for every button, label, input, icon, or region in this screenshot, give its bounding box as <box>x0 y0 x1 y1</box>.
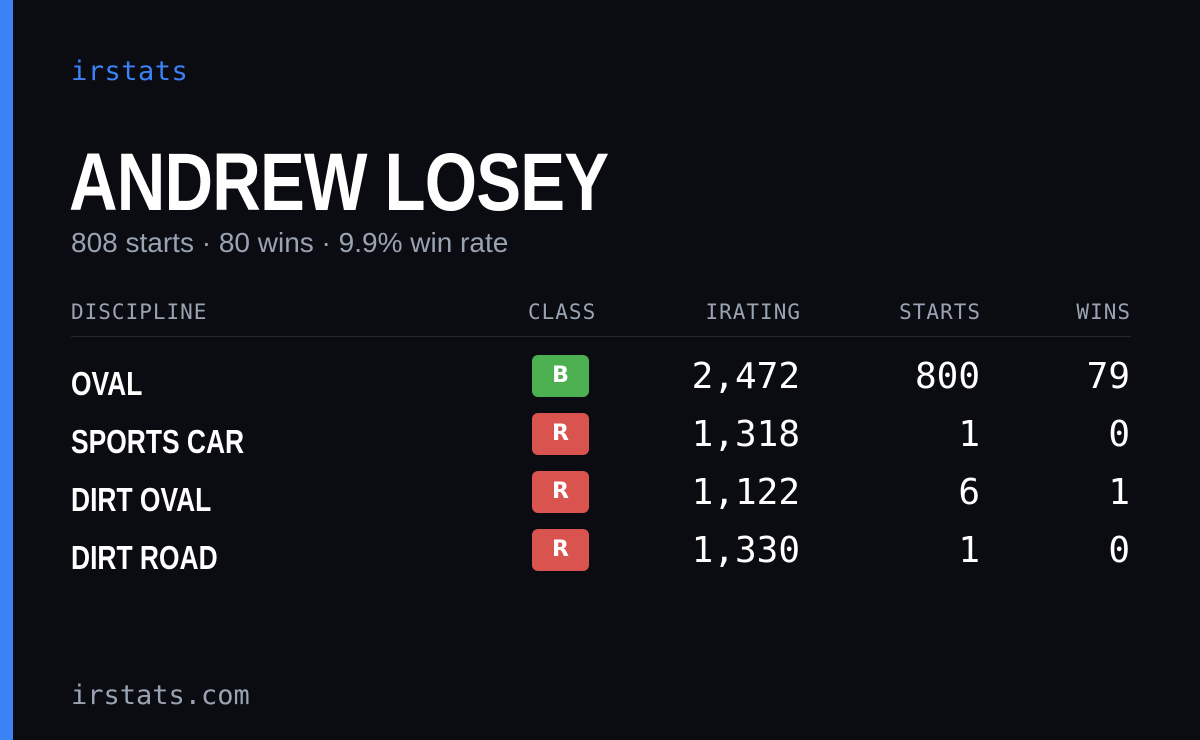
class-badge: R <box>532 471 589 513</box>
wins-value: 1 <box>1108 472 1130 513</box>
table-row: SPORTS CAR R 1,318 1 0 <box>71 411 1131 469</box>
irating-value: 2,472 <box>691 356 800 397</box>
irating-value: 1,122 <box>691 472 800 513</box>
starts-value: 6 <box>958 472 980 513</box>
header-class: CLASS <box>528 300 597 324</box>
class-badge: R <box>532 413 589 455</box>
header-irating: IRATING <box>705 300 801 324</box>
discipline-name: OVAL <box>71 365 143 402</box>
discipline-name: SPORTS CAR <box>71 423 245 460</box>
player-summary: 808 starts · 80 wins · 9.9% win rate <box>71 227 509 258</box>
discipline-name: DIRT ROAD <box>71 539 218 576</box>
table-row: DIRT OVAL R 1,122 6 1 <box>71 469 1131 527</box>
header-discipline: DISCIPLINE <box>71 300 208 324</box>
irating-value: 1,330 <box>691 530 800 571</box>
brand-logo-text: irstats <box>71 56 189 87</box>
wins-value: 79 <box>1086 356 1130 397</box>
accent-bar <box>0 0 13 740</box>
wins-value: 0 <box>1108 414 1130 455</box>
class-badge: B <box>532 355 589 397</box>
table-header: DISCIPLINE CLASS IRATING STARTS WINS <box>71 296 1131 337</box>
starts-value: 800 <box>914 356 980 397</box>
stats-table: DISCIPLINE CLASS IRATING STARTS WINS OVA… <box>71 296 1131 585</box>
starts-value: 1 <box>958 530 980 571</box>
starts-value: 1 <box>958 414 980 455</box>
footer-domain: irstats.com <box>71 680 250 711</box>
header-starts: STARTS <box>899 300 981 324</box>
class-badge: R <box>532 529 589 571</box>
table-body: OVAL B 2,472 800 79 SPORTS CAR R 1,318 1… <box>71 353 1131 585</box>
player-name: ANDREW LOSEY <box>69 137 609 228</box>
wins-value: 0 <box>1108 530 1130 571</box>
header-wins: WINS <box>1076 300 1131 324</box>
table-row: DIRT ROAD R 1,330 1 0 <box>71 527 1131 585</box>
table-row: OVAL B 2,472 800 79 <box>71 353 1131 411</box>
irating-value: 1,318 <box>691 414 800 455</box>
discipline-name: DIRT OVAL <box>71 481 212 518</box>
